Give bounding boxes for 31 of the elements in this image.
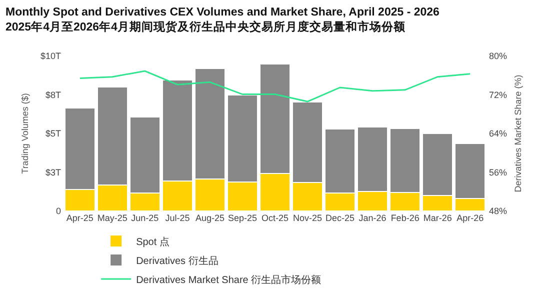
y-tick-label: $5T xyxy=(45,128,62,139)
y-axis-title: Trading Volumes ($) xyxy=(20,93,30,174)
x-tick-label: Sep-25 xyxy=(228,213,257,223)
legend-label: Derivatives Market Share 衍生品市场份额 xyxy=(136,274,322,286)
y2-tick-label: 48% xyxy=(489,206,508,216)
x-tick-label: Jul-25 xyxy=(165,213,190,223)
legend-label: Spot 点 xyxy=(136,236,170,248)
x-tick-label: Nov-25 xyxy=(293,213,322,223)
x-tick-label: Dec-25 xyxy=(326,213,355,223)
chart-title: Monthly Spot and Derivatives CEX Volumes and Market Share, April 2025 - 2026 xyxy=(6,6,440,18)
y2-tick-label: 72% xyxy=(489,90,508,100)
y2-tick-label: 64% xyxy=(489,128,508,139)
y-tick-label: $8T xyxy=(45,90,62,100)
chart-subtitle: 2025年4月至2026年4月期间现货及衍生品中央交易所月度交易量和市场份额 xyxy=(6,19,406,34)
legend-label: Derivatives 衍生品 xyxy=(136,254,218,267)
x-tick-label: Jun-25 xyxy=(131,213,159,223)
x-tick-label: Apr-25 xyxy=(66,213,94,223)
y-tick-label: $3T xyxy=(45,167,62,178)
x-tick-label: Oct-25 xyxy=(261,213,289,223)
x-tick-label: Aug-25 xyxy=(195,213,224,223)
y-tick-label: 0 xyxy=(56,206,61,216)
x-tick-label: Feb-26 xyxy=(390,213,420,223)
y2-tick-label: 56% xyxy=(489,167,508,178)
x-tick-label: Apr-26 xyxy=(456,213,484,223)
y2-tick-label: 80% xyxy=(489,51,508,62)
line-series xyxy=(79,70,471,102)
x-tick-label: Jan-26 xyxy=(358,213,386,223)
y2-axis-title: Derivatives Market Share (%) xyxy=(512,74,523,192)
x-tick-label: May-25 xyxy=(97,213,128,223)
x-tick-label: Mar-26 xyxy=(423,213,452,223)
y-tick-label: $10T xyxy=(40,51,62,62)
